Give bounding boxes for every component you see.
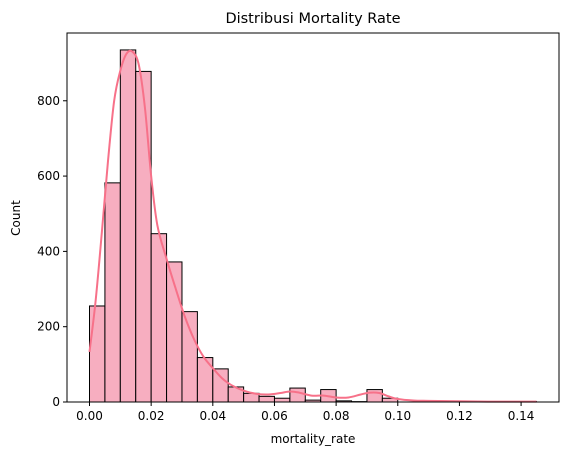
x-tick-label: 0.00 bbox=[76, 409, 103, 423]
histogram-bar bbox=[181, 311, 198, 403]
x-tick-label: 0.10 bbox=[384, 409, 411, 423]
x-axis-label: mortality_rate bbox=[271, 432, 356, 446]
y-axis-label: Count bbox=[9, 200, 23, 236]
y-tick-label: 200 bbox=[37, 320, 60, 334]
histogram-bars bbox=[89, 49, 537, 403]
y-tick-label: 800 bbox=[37, 94, 60, 108]
chart-title: Distribusi Mortality Rate bbox=[225, 11, 400, 27]
x-axis-ticks: 0.00 0.02 0.04 0.06 0.08 0.10 0.12 0.14 bbox=[76, 402, 534, 423]
plot-frame bbox=[66, 32, 560, 403]
y-tick-label: 0 bbox=[52, 395, 60, 409]
x-tick-label: 0.04 bbox=[199, 409, 226, 423]
histogram-bar bbox=[119, 49, 137, 403]
x-tick-label: 0.02 bbox=[138, 409, 165, 423]
x-tick-label: 0.08 bbox=[323, 409, 350, 423]
kde-curve bbox=[88, 49, 537, 403]
histogram-bar bbox=[135, 70, 152, 403]
x-tick-label: 0.12 bbox=[446, 409, 473, 423]
histogram-bar bbox=[289, 387, 306, 403]
x-tick-label: 0.06 bbox=[261, 409, 288, 423]
y-axis-ticks: 0 200 400 600 800 bbox=[37, 94, 67, 409]
y-tick-label: 400 bbox=[37, 244, 60, 258]
x-tick-label: 0.14 bbox=[508, 409, 535, 423]
y-tick-label: 600 bbox=[37, 169, 60, 183]
histogram-bar bbox=[366, 389, 383, 403]
histogram-bar bbox=[258, 395, 275, 403]
histogram-bar bbox=[150, 233, 168, 403]
histogram-bar bbox=[273, 397, 291, 403]
histogram-bar bbox=[212, 368, 229, 403]
histogram-bar bbox=[89, 305, 106, 403]
histogram-bar bbox=[104, 182, 121, 403]
